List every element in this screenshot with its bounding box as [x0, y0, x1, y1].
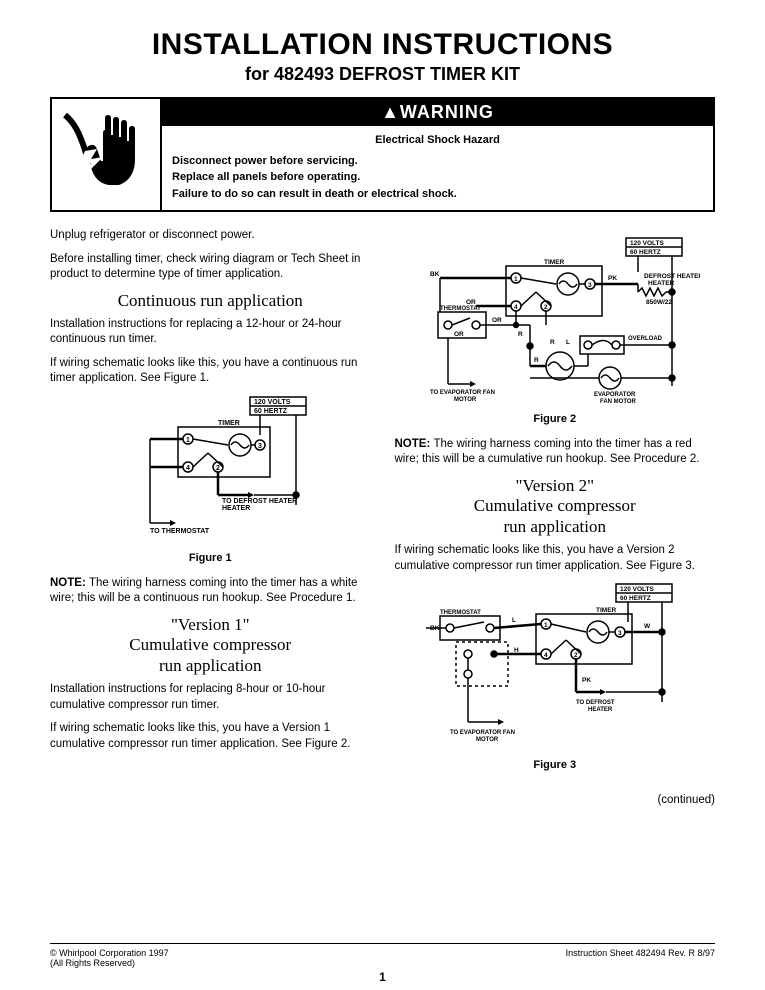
svg-text:60 HERTZ: 60 HERTZ [620, 595, 651, 602]
svg-text:L: L [512, 617, 516, 624]
warning-banner: ▲WARNING [162, 99, 713, 126]
svg-text:OR: OR [492, 317, 502, 324]
svg-text:2: 2 [544, 304, 548, 311]
figure-1-diagram: 120 VOLTS 60 HERTZ TIMER 1 4 2 3 [100, 395, 320, 545]
warning-body: Electrical Shock Hazard Disconnect power… [162, 126, 713, 210]
figure-3-caption: Figure 3 [395, 758, 716, 773]
svg-text:1: 1 [544, 622, 548, 629]
svg-text:TO THERMOSTAT: TO THERMOSTAT [150, 528, 210, 535]
svg-text:1: 1 [514, 276, 518, 283]
svg-text:60 HERTZ: 60 HERTZ [630, 249, 661, 256]
continuous-p1: Installation instructions for replacing … [50, 317, 371, 348]
left-column: Unplug refrigerator or disconnect power.… [50, 228, 371, 808]
svg-text:OR: OR [466, 299, 476, 306]
content-columns: Unplug refrigerator or disconnect power.… [50, 228, 715, 808]
svg-text:1: 1 [186, 437, 190, 444]
svg-text:R: R [534, 357, 539, 364]
svg-text:R: R [518, 331, 523, 338]
svg-text:TIMER: TIMER [596, 607, 617, 614]
warning-hazard: Electrical Shock Hazard [172, 132, 703, 149]
svg-text:H: H [514, 647, 519, 654]
warning-line-2: Replace all panels before operating. [172, 169, 703, 186]
figure-2-note: NOTE: The wiring harness coming into the… [395, 437, 716, 468]
svg-text:DEFROST HEATER: DEFROST HEATER [644, 273, 700, 280]
continuous-title: Continuous run application [50, 291, 371, 311]
svg-text:TO DEFROST: TO DEFROST [576, 700, 615, 706]
svg-text:4: 4 [186, 465, 190, 472]
svg-text:FAN MOTOR: FAN MOTOR [600, 399, 637, 405]
figure-2-diagram: 120 VOLTS 60 HERTZ TIMER 1 4 2 3 PK [410, 236, 700, 406]
continued-label: (continued) [395, 793, 716, 809]
svg-text:3: 3 [618, 630, 622, 637]
svg-text:MOTOR: MOTOR [454, 397, 477, 403]
version2-title: "Version 2" Cumulative compressor run ap… [395, 476, 716, 537]
svg-text:BK: BK [430, 271, 440, 278]
svg-text:OVERLOAD: OVERLOAD [628, 336, 663, 342]
svg-text:850W/22: 850W/22 [646, 299, 672, 306]
warning-box: ▲WARNING Electrical Shock Hazard Disconn… [50, 97, 715, 212]
svg-text:60 HERTZ: 60 HERTZ [254, 408, 288, 415]
svg-text:THERMOSTAT: THERMOSTAT [440, 610, 481, 616]
svg-text:L: L [566, 339, 570, 346]
svg-text:4: 4 [514, 304, 518, 311]
svg-text:2: 2 [574, 652, 578, 659]
doc-revision: Instruction Sheet 482494 Rev. R 8/97 [566, 948, 715, 968]
continuous-p2: If wiring schematic looks like this, you… [50, 356, 371, 387]
svg-text:TO EVAPORATOR FAN: TO EVAPORATOR FAN [450, 730, 515, 736]
main-title: INSTALLATION INSTRUCTIONS [50, 28, 715, 62]
svg-text:HEATER: HEATER [648, 280, 675, 287]
figure-2-caption: Figure 2 [395, 412, 716, 427]
svg-text:3: 3 [588, 282, 592, 289]
svg-text:PK: PK [608, 275, 617, 282]
svg-text:OR: OR [454, 331, 464, 338]
page-footer: © Whirlpool Corporation 1997 (All Rights… [50, 943, 715, 968]
svg-text:THERMOSTAT: THERMOSTAT [440, 306, 481, 312]
svg-text:TIMER: TIMER [544, 259, 565, 266]
svg-text:TO DEFROST HEATER: TO DEFROST HEATER [222, 498, 297, 505]
svg-text:120 VOLTS: 120 VOLTS [620, 586, 655, 593]
svg-text:120 VOLTS: 120 VOLTS [630, 240, 665, 247]
svg-text:3: 3 [258, 443, 262, 450]
version1-p1: Installation instructions for replacing … [50, 682, 371, 713]
page-number: 1 [0, 970, 765, 984]
svg-text:PK: PK [582, 677, 591, 684]
svg-text:4: 4 [544, 652, 548, 659]
sub-title: for 482493 DEFROST TIMER KIT [50, 64, 715, 85]
copyright: © Whirlpool Corporation 1997 (All Rights… [50, 948, 169, 968]
warning-line-1: Disconnect power before servicing. [172, 153, 703, 170]
svg-text:EVAPORATOR: EVAPORATOR [594, 392, 636, 398]
version2-p1: If wiring schematic looks like this, you… [395, 543, 716, 574]
version1-title: "Version 1" Cumulative compressor run ap… [50, 615, 371, 676]
warning-line-3: Failure to do so can result in death or … [172, 186, 703, 203]
continuous-note: NOTE: The wiring harness coming into the… [50, 576, 371, 607]
svg-text:W: W [644, 623, 651, 630]
svg-text:HEATER: HEATER [588, 707, 613, 713]
version1-p2: If wiring schematic looks like this, you… [50, 721, 371, 752]
svg-text:2: 2 [216, 465, 220, 472]
figure-3-diagram: 120 VOLTS 60 HERTZ THERMOSTAT BK TIMER 1… [420, 582, 690, 752]
svg-text:TIMER: TIMER [218, 420, 240, 427]
svg-text:MOTOR: MOTOR [476, 737, 499, 743]
figure-1-caption: Figure 1 [50, 551, 371, 566]
intro-p1: Unplug refrigerator or disconnect power. [50, 228, 371, 244]
intro-p2: Before installing timer, check wiring di… [50, 252, 371, 283]
shock-hand-icon [52, 99, 162, 210]
svg-text:R: R [550, 339, 555, 346]
warning-triangle-icon: ▲ [381, 102, 400, 122]
svg-text:120 VOLTS: 120 VOLTS [254, 399, 291, 406]
right-column: 120 VOLTS 60 HERTZ TIMER 1 4 2 3 PK [395, 228, 716, 808]
svg-text:HEATER: HEATER [222, 505, 250, 512]
svg-text:TO EVAPORATOR FAN: TO EVAPORATOR FAN [430, 390, 495, 396]
warning-banner-text: WARNING [400, 102, 494, 122]
